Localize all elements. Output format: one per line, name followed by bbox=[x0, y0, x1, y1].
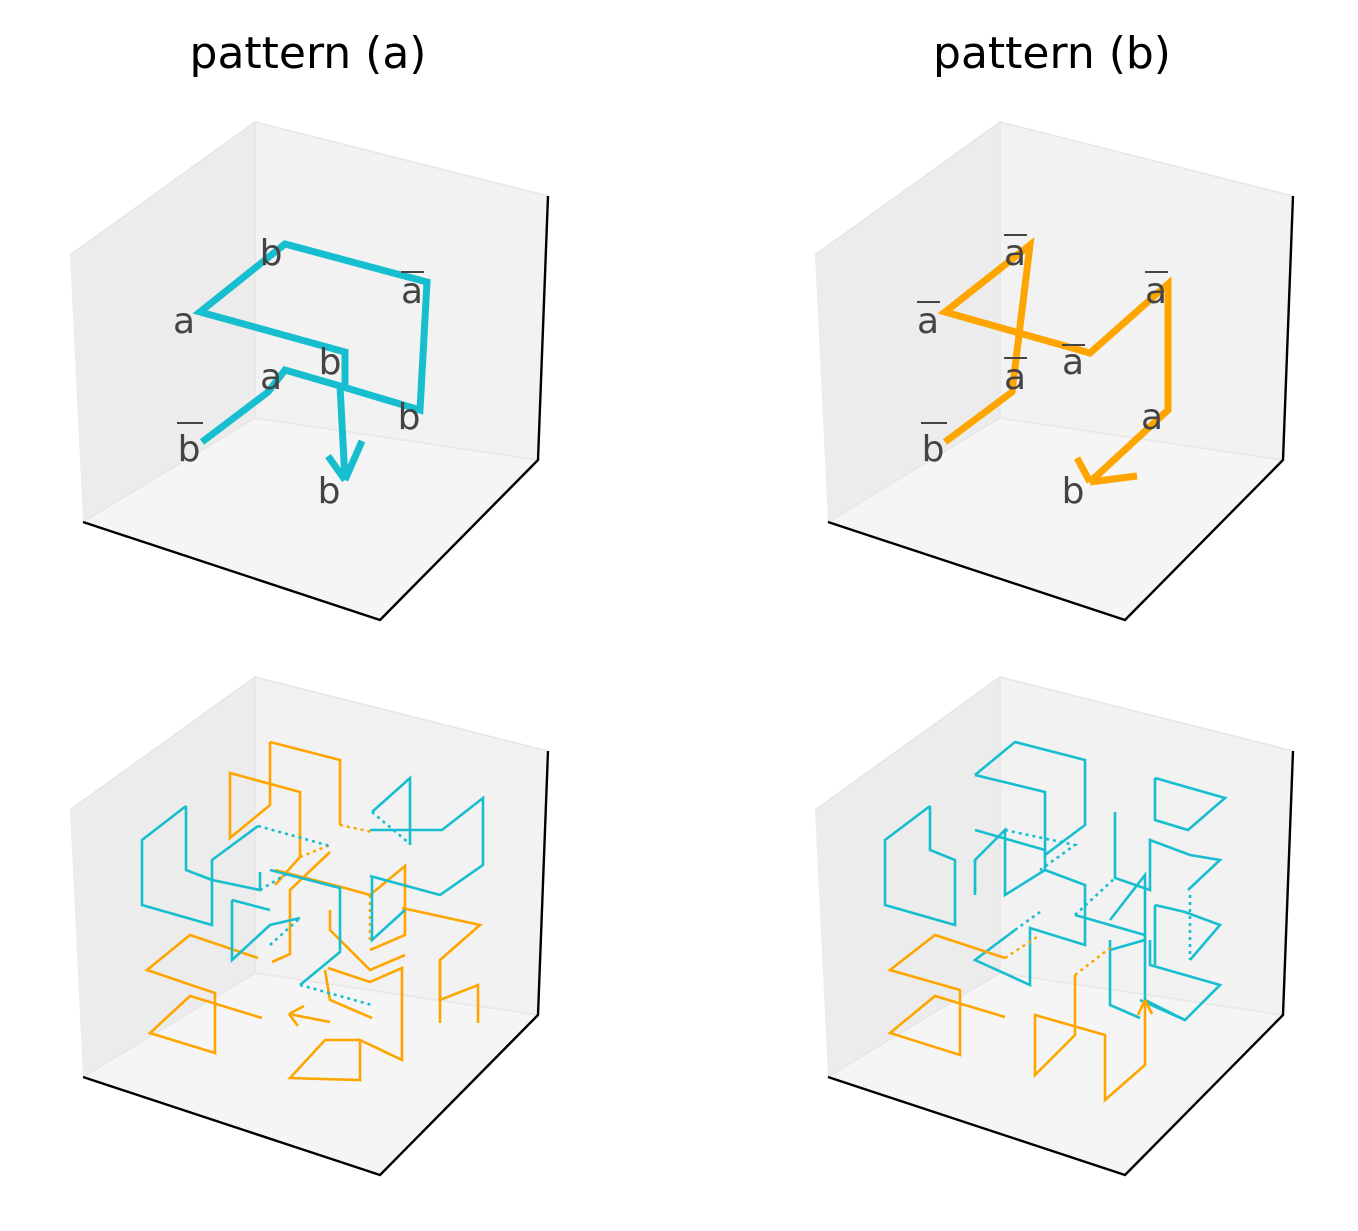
arrow-head-stroke bbox=[341, 439, 366, 482]
path-segment-upper bbox=[192, 240, 431, 415]
arrow-head-stroke bbox=[325, 453, 348, 483]
pane-edge bbox=[82, 417, 539, 523]
pane-edge bbox=[82, 972, 539, 1078]
panel-d-curves bbox=[883, 740, 1228, 1103]
panel-a-axes bbox=[69, 121, 550, 622]
path-line bbox=[937, 236, 1172, 485]
cyan-curve bbox=[883, 740, 1228, 1022]
label-a: a bbox=[173, 301, 195, 342]
panel-b-axes bbox=[814, 121, 1295, 622]
pane-edge bbox=[827, 972, 1284, 1078]
orange-curve bbox=[887, 933, 1154, 1103]
label-b: b bbox=[1062, 471, 1085, 512]
cyan-dotted-curve bbox=[257, 811, 411, 1007]
panel-a-title: pattern (a) bbox=[190, 28, 427, 79]
orange-dotted-curve bbox=[1004, 933, 1111, 977]
label-a-bar: a bbox=[1004, 357, 1026, 398]
axes-pane-back bbox=[255, 122, 548, 460]
label-b: b bbox=[318, 471, 341, 512]
orange-dotted-curve bbox=[299, 823, 373, 940]
panel-a-path bbox=[192, 240, 431, 483]
arrow-head-stroke bbox=[1073, 456, 1094, 484]
label-b: b bbox=[398, 397, 421, 438]
panel-d-axes bbox=[814, 676, 1295, 1177]
label-b: b bbox=[260, 233, 283, 274]
axes-pane-back bbox=[1000, 677, 1293, 1015]
axes-pane-back bbox=[1000, 122, 1293, 460]
panel-b-path bbox=[937, 236, 1172, 486]
cyan-dotted-curve bbox=[973, 828, 1192, 960]
axes-pane-floor bbox=[83, 973, 538, 1175]
panel-c-axes bbox=[69, 676, 550, 1177]
label-a-bar: a bbox=[1145, 271, 1167, 312]
panel-b-labels: a a a a a a b b bbox=[917, 233, 1168, 512]
label-a-bar: a bbox=[1062, 342, 1084, 383]
label-a-bar: a bbox=[1004, 233, 1026, 274]
axes-pane-floor bbox=[83, 418, 538, 620]
axis-edge bbox=[82, 195, 550, 622]
label-b-bar: b bbox=[922, 429, 945, 470]
cyan-curve bbox=[140, 775, 485, 987]
panel-a-labels: b a a b a b b b bbox=[173, 233, 424, 512]
axis-edge bbox=[827, 750, 1295, 1177]
axis-edge bbox=[82, 750, 550, 1177]
panel-c-curves bbox=[140, 740, 485, 1082]
label-b: b bbox=[319, 342, 342, 383]
axes-pane-floor bbox=[828, 973, 1283, 1175]
axes-pane-floor bbox=[828, 418, 1283, 620]
arrow-head-stroke bbox=[1089, 472, 1138, 486]
label-a: a bbox=[1141, 397, 1163, 438]
pane-edge bbox=[827, 417, 1284, 523]
path-segment-lower bbox=[199, 365, 349, 481]
label-a-bar: a bbox=[917, 301, 939, 342]
panel-b-title: pattern (b) bbox=[933, 28, 1171, 79]
axis-edge bbox=[827, 195, 1295, 622]
label-a-bar: a bbox=[401, 271, 423, 312]
label-a: a bbox=[260, 357, 282, 398]
label-b-bar: b bbox=[178, 429, 201, 470]
